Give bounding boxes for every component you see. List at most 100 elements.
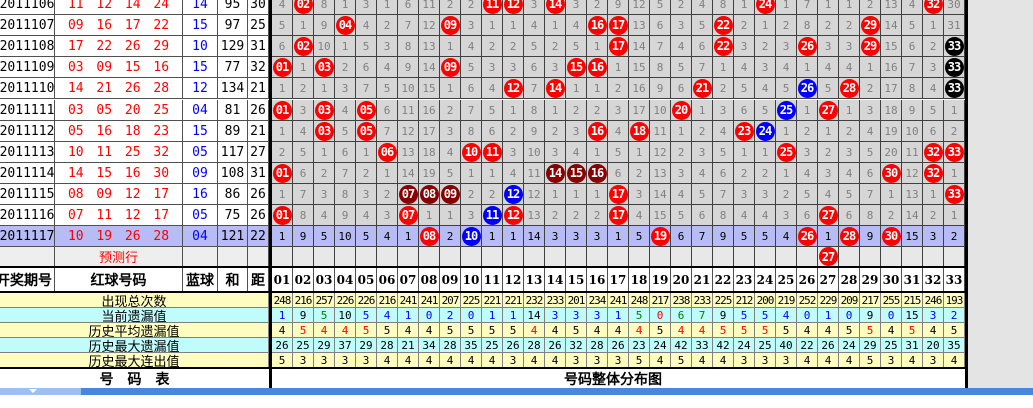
grid-cell: 1: [482, 15, 503, 36]
stat-value: 246: [923, 293, 944, 308]
grid-cell: 3: [377, 205, 398, 226]
predict-grid-cell[interactable]: [566, 247, 587, 267]
stat-value: 209: [839, 293, 860, 308]
predict-grid-cell[interactable]: [671, 247, 692, 267]
grid-cell: 1: [944, 163, 965, 184]
grid-cell: 2: [377, 15, 398, 36]
predict-grid-cell[interactable]: [377, 247, 398, 267]
grid-cell: 15: [566, 57, 587, 78]
header-number-01: 01: [272, 268, 293, 291]
grid-cell: 2: [755, 163, 776, 184]
predict-grid-cell[interactable]: [461, 247, 482, 267]
grid-cell: 8: [524, 100, 545, 121]
grid-cell: 2: [839, 15, 860, 36]
grid-cell: 30: [944, 0, 965, 15]
predict-grid-cell[interactable]: [356, 247, 377, 267]
ball-28: 28: [839, 78, 859, 98]
grid-cell: 1: [860, 57, 881, 78]
grid-cell: 9: [608, 0, 629, 15]
grid-cell: 02: [293, 0, 314, 15]
stat-value: 9: [860, 308, 881, 323]
stat-value: 33: [692, 338, 713, 353]
predict-grid-cell[interactable]: [881, 247, 902, 267]
grid-cell: 4: [902, 0, 923, 15]
predict-grid-cell[interactable]: [944, 247, 965, 267]
stat-label: 当前遗漏值: [0, 308, 269, 323]
ball-12: 12: [503, 205, 523, 225]
grid-cell: 09: [440, 57, 461, 78]
stat-value: 15: [902, 308, 923, 323]
header-number-33: 33: [944, 268, 965, 291]
grid-cell: 2: [608, 78, 629, 99]
predict-grid-cell[interactable]: [482, 247, 503, 267]
sum-cell: 134: [218, 78, 248, 99]
grid-cell: 1: [818, 0, 839, 15]
grid-cell: 1: [503, 100, 524, 121]
scrollbar-thumb[interactable]: [0, 388, 81, 395]
predict-grid-cell[interactable]: [839, 247, 860, 267]
stat-value: 3: [566, 308, 587, 323]
grid-cell: 2: [797, 121, 818, 142]
predict-grid-cell[interactable]: [650, 247, 671, 267]
predict-grid-cell[interactable]: [272, 247, 293, 267]
predict-grid-cell[interactable]: [440, 247, 461, 267]
grid-cell: 14: [650, 184, 671, 205]
stat-value: 26: [503, 338, 524, 353]
predict-grid-cell[interactable]: [608, 247, 629, 267]
grid-cell: 29: [860, 36, 881, 57]
predict-grid-cell[interactable]: [776, 247, 797, 267]
grid-cell: 3: [755, 184, 776, 205]
predict-grid-cell[interactable]: [755, 247, 776, 267]
horizontal-scrollbar[interactable]: [0, 388, 1033, 395]
stat-value: 3: [356, 353, 377, 368]
stat-value: 5: [944, 323, 965, 338]
grid-cell: 1: [503, 15, 524, 36]
stat-value: 32: [566, 338, 587, 353]
scroll-arrow-icon[interactable]: [29, 389, 37, 393]
predict-grid-cell[interactable]: [860, 247, 881, 267]
grid-cell: 14: [902, 205, 923, 226]
predict-grid-cell[interactable]: [713, 247, 734, 267]
grid-cell: 17: [629, 100, 650, 121]
stat-value: 22: [797, 338, 818, 353]
predict-grid-cell[interactable]: [734, 247, 755, 267]
predict-grid-cell[interactable]: [629, 247, 650, 267]
stat-value: 42: [671, 338, 692, 353]
predict-grid-cell[interactable]: [419, 247, 440, 267]
predict-grid-cell[interactable]: [398, 247, 419, 267]
grid-cell: 1: [608, 57, 629, 78]
stat-value: 4: [881, 323, 902, 338]
grid-cell: 2: [923, 205, 944, 226]
predict-grid-cell[interactable]: [692, 247, 713, 267]
sum-cell: 86: [218, 184, 248, 205]
predict-grid-cell[interactable]: [314, 247, 335, 267]
grid-cell: 4: [566, 15, 587, 36]
grid-cell: 12: [419, 15, 440, 36]
stat-value: 221: [503, 293, 524, 308]
grid-cell: 3: [671, 15, 692, 36]
stat-value: 4: [797, 353, 818, 368]
stat-value: 37: [335, 338, 356, 353]
predict-grid-cell[interactable]: [797, 247, 818, 267]
stat-value: 6: [671, 308, 692, 323]
grid-cell: 1: [818, 121, 839, 142]
predict-grid-cell[interactable]: [503, 247, 524, 267]
predict-grid-cell[interactable]: [587, 247, 608, 267]
grid-cell: 1: [566, 184, 587, 205]
header-number-21: 21: [692, 268, 713, 291]
ball-30: 30: [881, 163, 901, 183]
predict-grid-cell[interactable]: [902, 247, 923, 267]
predict-grid-cell[interactable]: [335, 247, 356, 267]
predict-grid-cell[interactable]: 27: [818, 247, 839, 267]
grid-cell: 9: [860, 226, 881, 247]
predict-grid-cell[interactable]: [545, 247, 566, 267]
predict-grid-cell[interactable]: [524, 247, 545, 267]
grid-cell: 5: [692, 184, 713, 205]
predict-grid-cell[interactable]: [923, 247, 944, 267]
predict-grid-cell[interactable]: [293, 247, 314, 267]
grid-cell: 8: [713, 205, 734, 226]
grid-cell: 13: [419, 36, 440, 57]
blue-ball-cell: 05: [183, 205, 218, 226]
grid-cell: 9: [902, 100, 923, 121]
footer-distribution-chart: 号码整体分布图: [564, 371, 662, 388]
